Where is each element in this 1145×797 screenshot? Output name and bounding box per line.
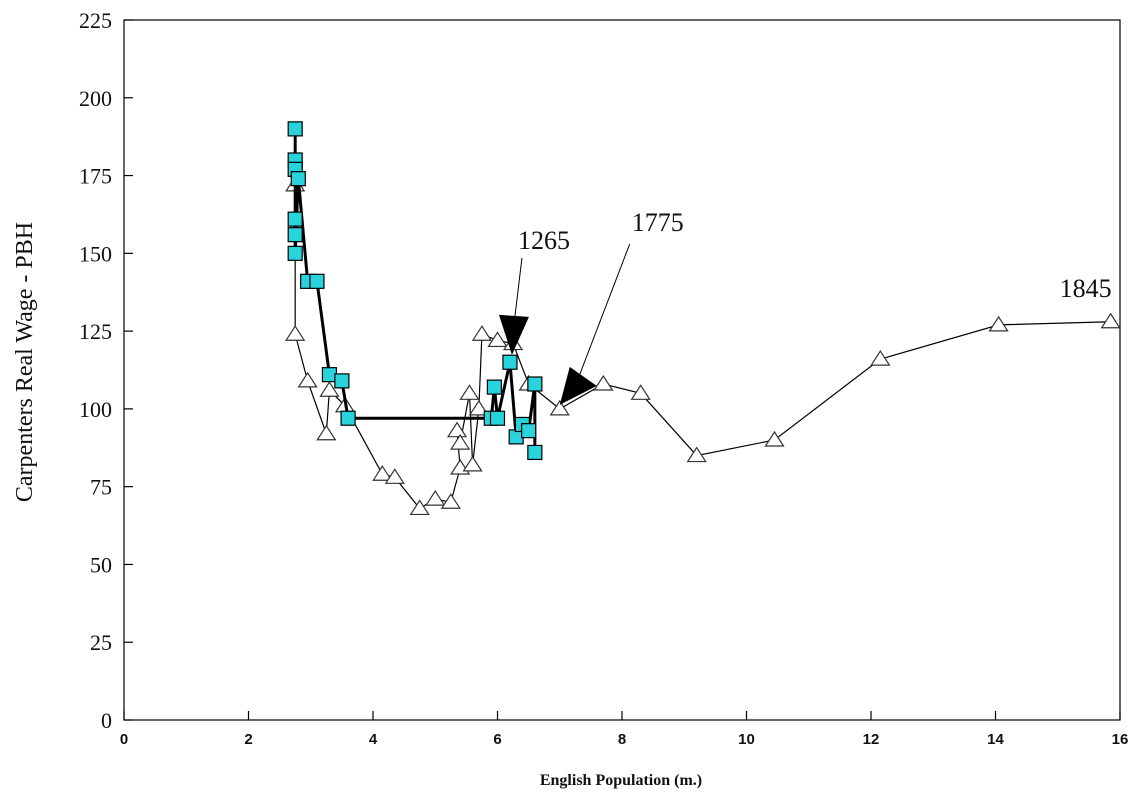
x-tick-label: 2 xyxy=(244,731,252,748)
y-tick-label: 150 xyxy=(79,241,112,266)
y-tick-label: 0 xyxy=(101,708,112,733)
x-tick-label: 4 xyxy=(369,731,378,748)
annotation-1845: 1845 xyxy=(1060,274,1112,303)
y-tick-label: 50 xyxy=(90,552,112,577)
y-tick-label: 225 xyxy=(79,8,112,33)
triangle-point xyxy=(440,493,461,509)
y-tick-label: 175 xyxy=(79,164,112,189)
triangle-point xyxy=(686,446,707,463)
x-tick-label: 14 xyxy=(987,731,1004,748)
y-axis-title: Carpenters Real Wage - PBH xyxy=(12,222,38,502)
y-tick-label: 75 xyxy=(90,475,112,500)
triangle-point xyxy=(471,325,493,341)
square-point xyxy=(489,410,506,426)
square-point xyxy=(287,227,303,243)
square-point xyxy=(287,121,303,137)
square-point xyxy=(521,423,537,439)
x-tick-label: 12 xyxy=(863,731,880,748)
annotation-1775: 1775 xyxy=(632,208,684,237)
annotation-1265: 1265 xyxy=(518,226,570,255)
square-point xyxy=(287,245,303,261)
square-point xyxy=(527,444,543,461)
triangle-point xyxy=(425,490,446,506)
square-series xyxy=(287,121,543,461)
square-point xyxy=(334,373,350,389)
square-point xyxy=(309,273,325,289)
triangle-point xyxy=(1100,312,1121,329)
y-tick-label: 100 xyxy=(79,397,112,422)
x-tick-label: 16 xyxy=(1112,731,1129,748)
triangle-point xyxy=(297,371,318,388)
triangle-point xyxy=(462,455,483,472)
square-point xyxy=(287,211,303,227)
x-tick-label: 6 xyxy=(493,731,501,748)
square-point xyxy=(527,376,543,392)
y-tick-label: 200 xyxy=(79,86,112,111)
x-tick-label: 0 xyxy=(120,731,128,748)
square-point xyxy=(486,379,502,395)
triangle-point xyxy=(630,384,651,400)
triangle-point xyxy=(319,381,340,397)
triangle-point xyxy=(450,434,471,450)
triangle-point xyxy=(409,499,430,516)
annotation-1265-arrowhead xyxy=(498,314,529,355)
triangle-series xyxy=(285,175,1121,516)
triangle-point xyxy=(384,468,405,484)
triangle-point xyxy=(372,465,393,481)
annotation-1775-leader xyxy=(575,243,631,386)
y-tick-label: 25 xyxy=(90,630,112,655)
triangle-point xyxy=(446,421,468,438)
annotation-1775-arrowhead xyxy=(559,366,597,405)
square-point xyxy=(290,171,306,187)
triangle-point xyxy=(468,399,489,416)
triangle-point xyxy=(459,384,480,400)
annotations: 1265 1775 1845 xyxy=(498,208,1112,405)
x-tick-label: 10 xyxy=(738,731,755,748)
triangle-point xyxy=(764,430,785,447)
plot-frame xyxy=(123,19,1121,721)
x-axis-title: English Population (m.) xyxy=(540,772,702,789)
triangle-point xyxy=(316,424,337,441)
triangle-point xyxy=(487,331,508,348)
square-point xyxy=(502,354,518,370)
triangle-point xyxy=(870,350,891,366)
x-tick-label: 8 xyxy=(618,731,626,748)
y-tick-label: 125 xyxy=(79,319,112,344)
triangle-point xyxy=(549,399,570,416)
triangle-point xyxy=(593,374,614,391)
square-point xyxy=(340,410,356,426)
triangle-point xyxy=(988,315,1009,332)
triangle-point xyxy=(285,325,306,341)
axes: 0 25 50 75 100 125 150 175 200 225 0 2 4 6 8 10 12 14 16 xyxy=(79,8,1128,748)
square-series-line xyxy=(293,128,537,453)
